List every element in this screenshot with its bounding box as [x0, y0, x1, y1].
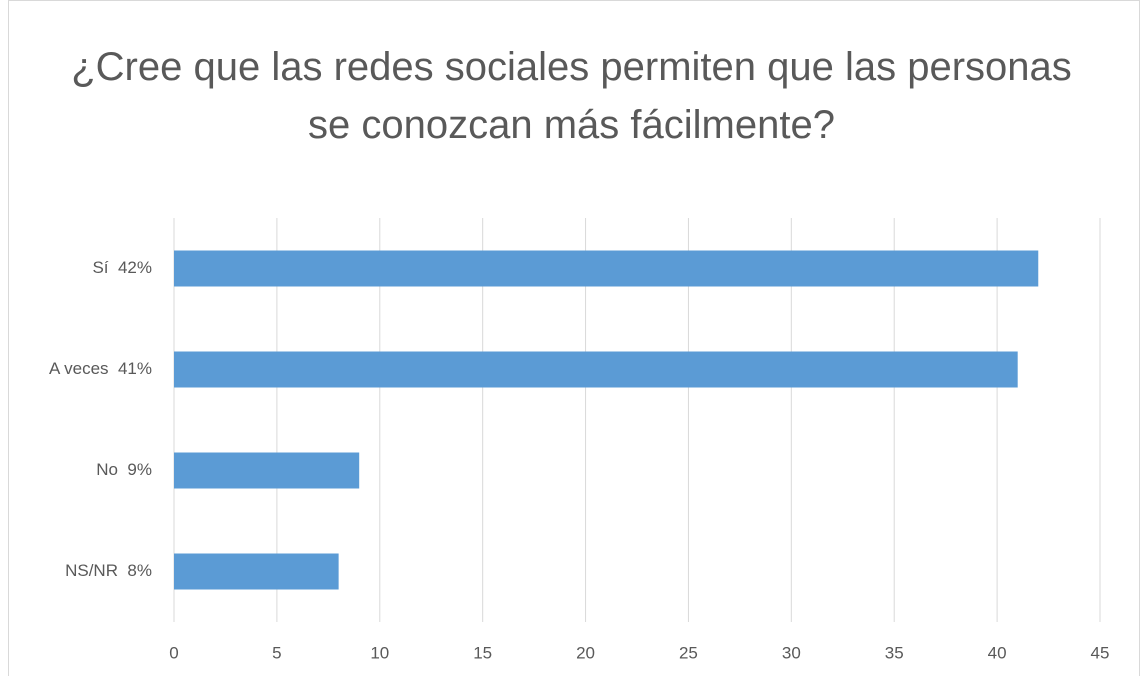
bar	[174, 351, 1018, 388]
x-tick-label: 0	[169, 643, 178, 662]
x-tick-label: 15	[473, 643, 492, 662]
x-tick-label: 30	[782, 643, 801, 662]
chart-frame	[8, 0, 1140, 676]
x-tick-label: 20	[576, 643, 595, 662]
chart-title: ¿Cree que las redes sociales permiten qu…	[71, 45, 1072, 147]
y-tick-label: NS/NR 8%	[65, 561, 152, 580]
bar	[174, 553, 339, 590]
x-tick-label: 10	[370, 643, 389, 662]
x-tick-label: 35	[885, 643, 904, 662]
x-tick-label: 40	[988, 643, 1007, 662]
y-tick-label: A veces 41%	[49, 359, 152, 378]
y-tick-label: Sí 42%	[92, 258, 152, 277]
x-tick-label: 25	[679, 643, 698, 662]
bar	[174, 452, 360, 489]
x-tick-label: 5	[272, 643, 281, 662]
bar	[174, 250, 1039, 287]
x-tick-label: 45	[1091, 643, 1110, 662]
y-tick-label: No 9%	[96, 460, 152, 479]
